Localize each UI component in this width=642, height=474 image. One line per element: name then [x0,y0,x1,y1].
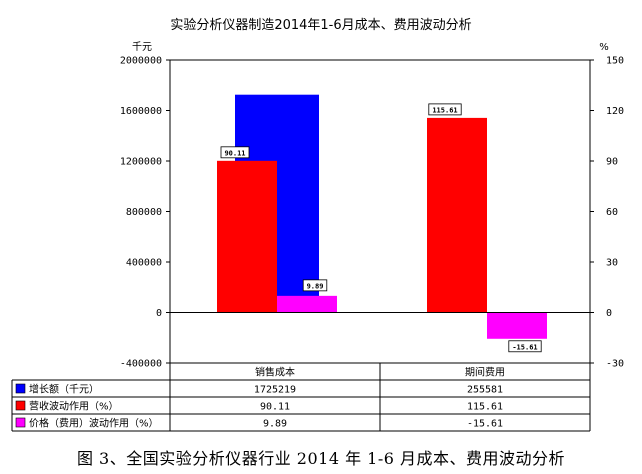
left-axis-tick-label: 2000000 [120,56,162,67]
right-axis-tick-label: 120 [606,106,624,117]
bar-red [427,117,487,313]
chart-canvas: 实验分析仪器制造2014年1-6月成本、费用波动分析 千元 % 2000000 1… [11,17,625,432]
table-cell: 90.11 [260,402,290,413]
table-cell: -15.61 [467,419,503,430]
bar-red [217,160,277,313]
bars-layer [217,94,547,339]
data-label-magenta: 9.89 [307,282,324,290]
left-axis-tick-label: -400000 [120,359,162,370]
axes-layer: 2000000 1600000 1200000 800000 400000 0 -40000… [120,56,624,370]
table-cell: 255581 [467,385,503,396]
right-axis-tick-label: 90 [606,157,618,168]
table-cell: 9.89 [263,419,287,430]
left-axis-tick-label: 400000 [126,258,162,269]
left-axis-tick-label: 1200000 [120,157,162,168]
left-axis-tick-label: 1600000 [120,106,162,117]
legend-label: 增长额（千元） [29,383,99,396]
left-axis-unit: 千元 [132,41,152,53]
data-labels-layer: 90.11 9.89 115.61 -15.61 [220,103,542,353]
table-cell: 1725219 [254,385,296,396]
data-label-red-box [428,103,462,116]
legend-swatch [15,383,26,394]
bar-magenta [487,312,547,339]
data-label-red-box [220,146,250,159]
left-axis-tick-label: 800000 [126,207,162,218]
right-axis-tick-label: 60 [606,207,618,218]
left-axis-tick-label: 0 [156,308,162,319]
chart-title: 实验分析仪器制造2014年1-6月成本、费用波动分析 [170,17,471,33]
figure-caption: 图 3、全国实验分析仪器行业 2014 年 1-6 月成本、费用波动分析 [76,449,566,468]
legend-label: 营收波动作用（%） [29,400,119,413]
right-axis-tick-label: 0 [606,308,612,319]
data-label-magenta: -15.61 [512,343,537,351]
legend-swatch [15,400,26,411]
legend-label: 价格（费用）波动作用（%） [29,417,159,430]
data-label-magenta-box [508,340,542,353]
data-label-magenta-box [302,279,328,292]
data-label-red: 115.61 [432,106,457,114]
category-label: 期间费用 [465,366,505,379]
category-label: 销售成本 [255,366,295,379]
right-axis-tick-label: -30 [606,359,624,370]
legend-swatch [15,417,26,428]
right-axis-unit: % [599,42,609,53]
right-axis-tick-label: 150 [606,56,624,67]
bar-magenta [277,295,337,313]
right-axis-tick-label: 30 [606,258,618,269]
data-label-red: 90.11 [224,149,245,157]
table-cell: 115.61 [467,402,503,413]
